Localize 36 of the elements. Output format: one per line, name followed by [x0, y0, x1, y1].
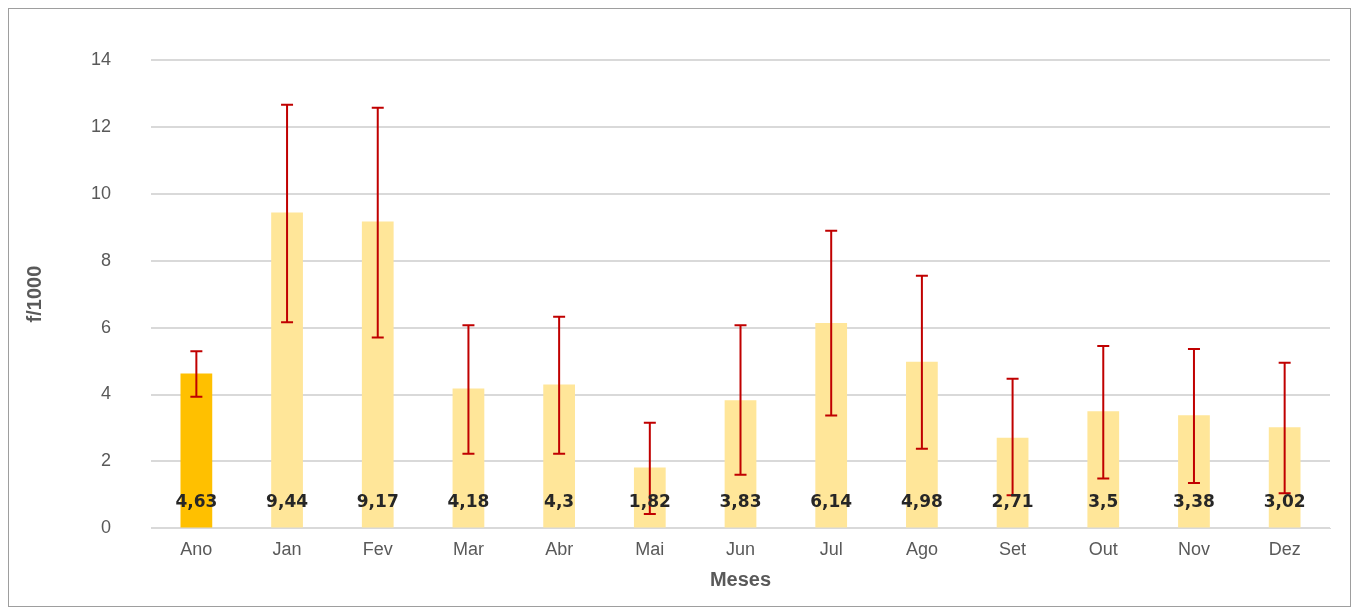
x-axis-title: Meses — [709, 567, 772, 590]
x-tick-label: Abr — [545, 539, 574, 560]
bar — [1087, 411, 1120, 528]
data-label: 9,44 — [266, 490, 309, 511]
x-tick-label: Out — [1088, 539, 1118, 560]
x-tick-label: Ano — [180, 539, 213, 560]
x-tick-label: Dez — [1268, 539, 1301, 560]
x-tick-label: Mar — [452, 539, 484, 560]
data-label: 3,83 — [719, 490, 762, 511]
x-tick-label: Jun — [726, 539, 756, 560]
x-tick-label: Fev — [362, 539, 393, 560]
y-axis-title: f/1000 — [22, 265, 45, 323]
data-label: 4,18 — [447, 490, 490, 511]
data-label: 3,02 — [1263, 490, 1306, 511]
y-tick-label: 4 — [101, 383, 112, 404]
data-label: 3,38 — [1172, 490, 1215, 511]
x-tick-label: Set — [999, 539, 1027, 560]
data-label: 9,17 — [356, 490, 399, 511]
y-tick-label: 8 — [101, 249, 112, 270]
bar — [543, 384, 575, 528]
y-tick-label: 6 — [101, 316, 112, 337]
x-tick-label: Ago — [905, 539, 938, 560]
y-tick-label: 12 — [90, 115, 112, 136]
data-label: 3,5 — [1088, 490, 1119, 511]
x-tick-label: Jul — [819, 539, 843, 560]
data-label: 4,98 — [900, 490, 943, 511]
data-label: 4,3 — [544, 490, 575, 511]
x-tick-label: Mai — [635, 539, 665, 560]
data-label: 6,14 — [810, 490, 853, 511]
x-tick-label: Jan — [272, 539, 302, 560]
y-tick-label: 14 — [90, 48, 112, 69]
x-tick-label: Nov — [1177, 539, 1210, 560]
y-tick-label: 0 — [101, 517, 112, 538]
data-label: 2,71 — [991, 490, 1034, 511]
y-tick-label: 2 — [101, 450, 112, 471]
y-tick-label: 10 — [90, 182, 112, 203]
